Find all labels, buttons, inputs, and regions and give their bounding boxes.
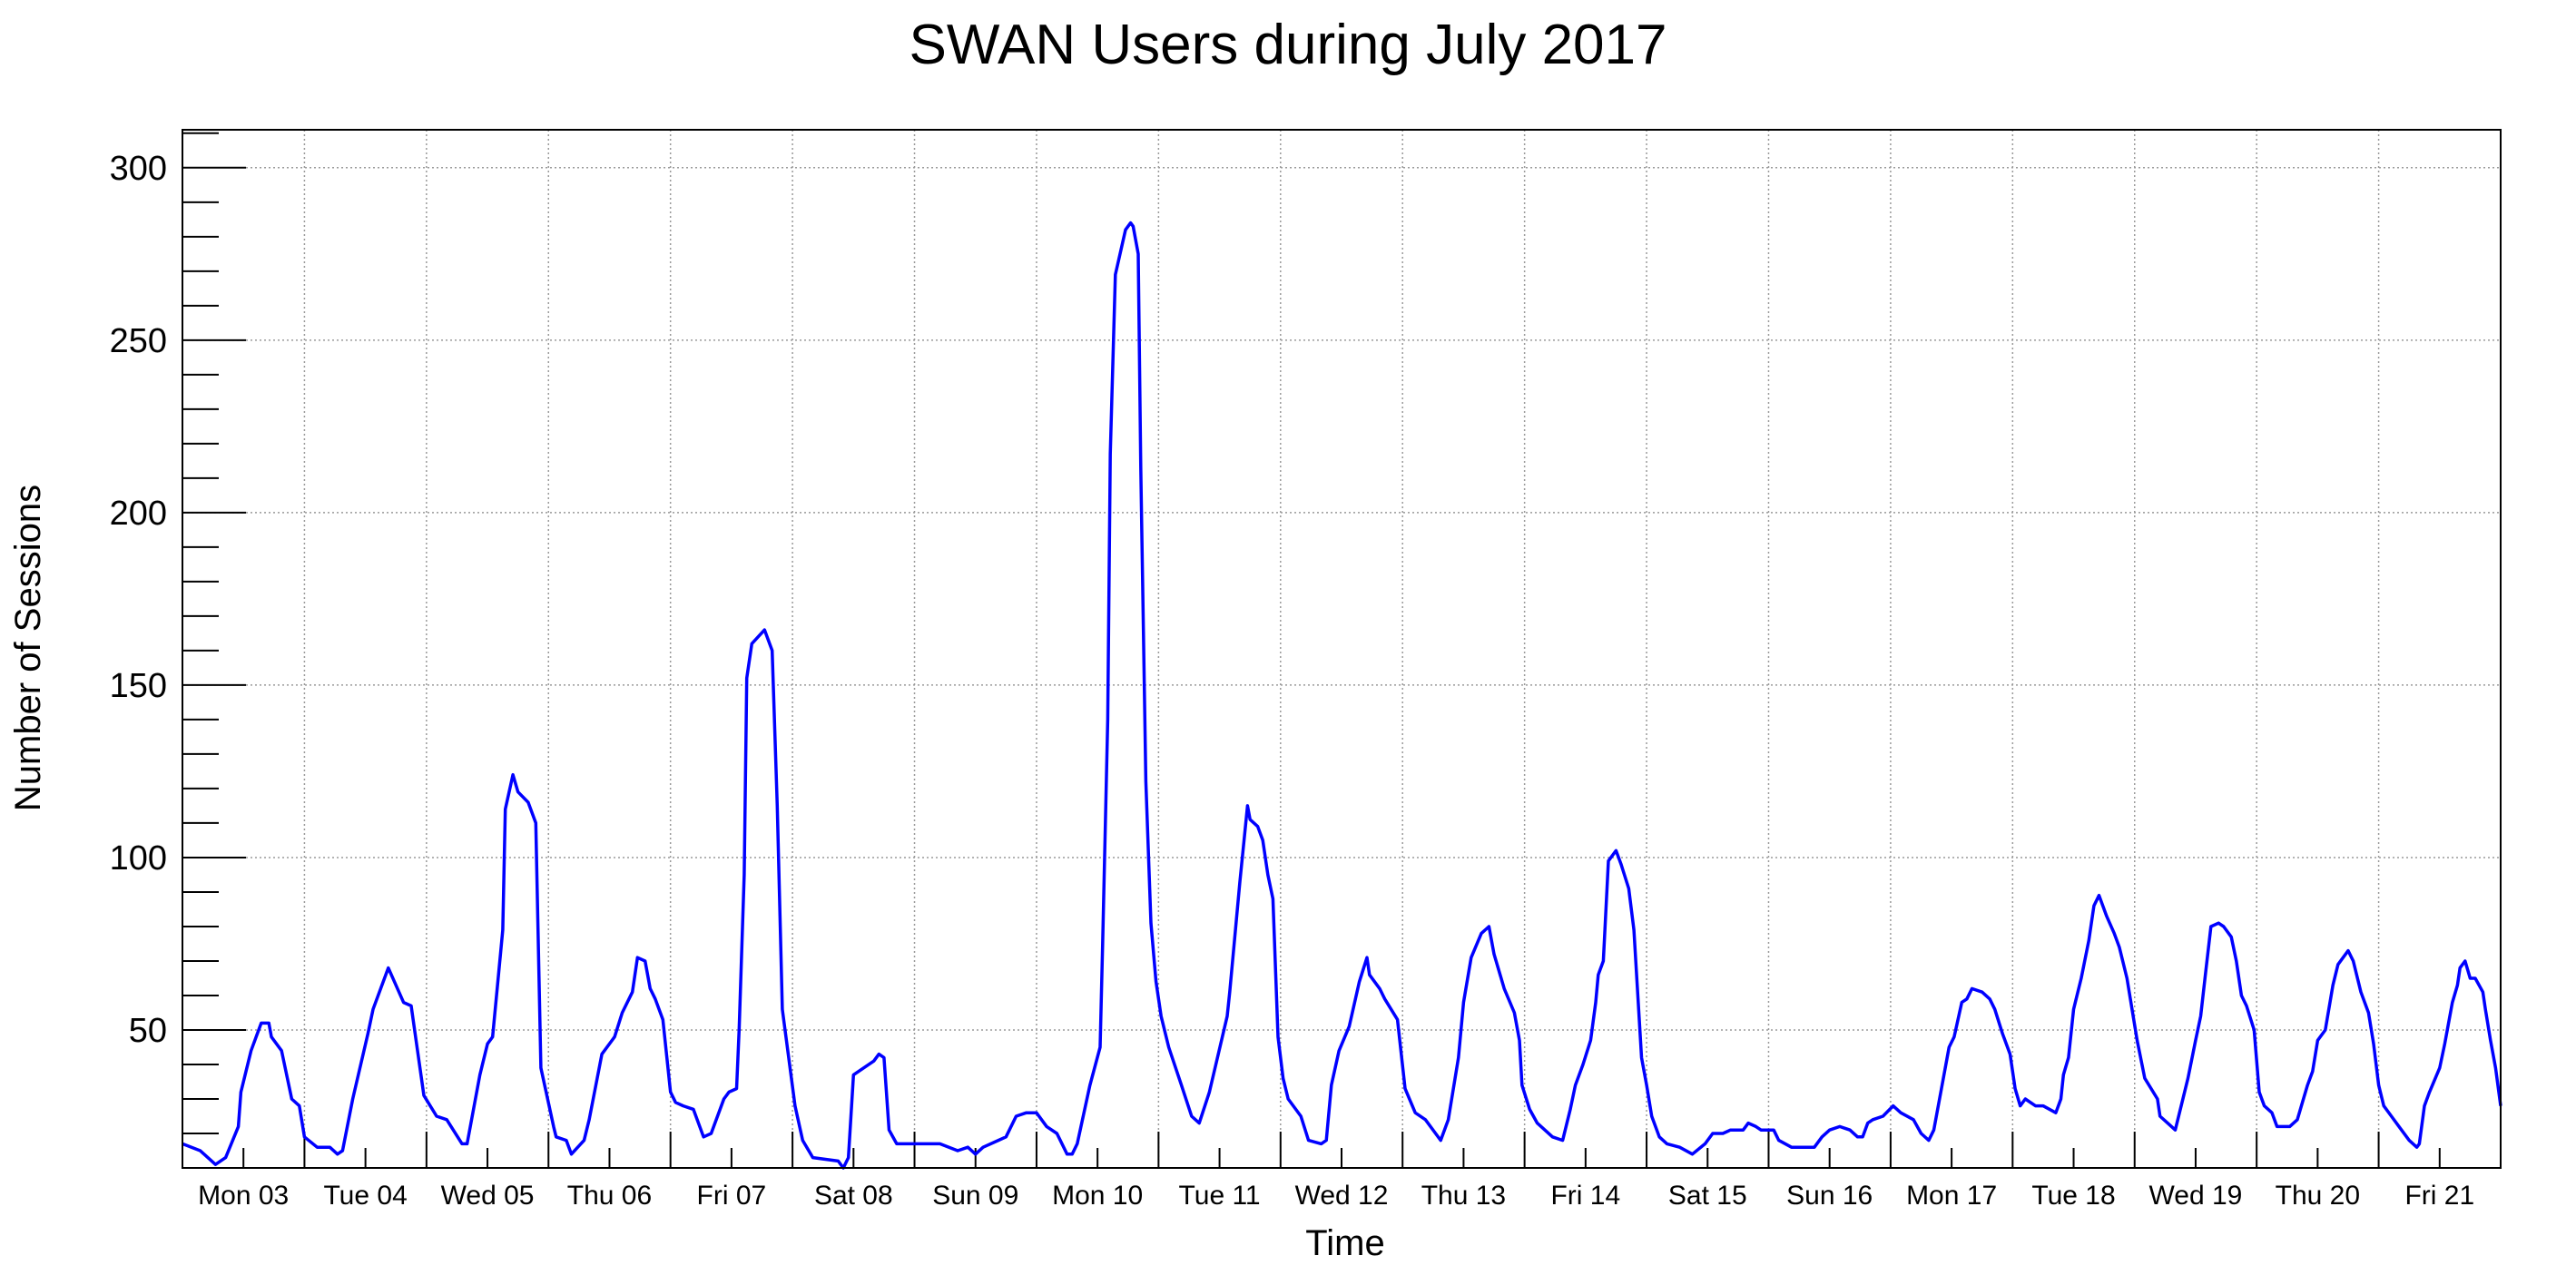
x-tick-label: Mon 17 <box>1906 1181 1997 1211</box>
x-tick-label: Thu 06 <box>567 1181 652 1211</box>
x-tick-label: Tue 04 <box>323 1181 407 1211</box>
x-tick-label: Thu 20 <box>2276 1181 2360 1211</box>
x-tick-label: Mon 10 <box>1052 1181 1143 1211</box>
series-layer <box>182 221 2502 1170</box>
x-tick-label: Tue 11 <box>1179 1181 1261 1211</box>
series-line-sessions <box>182 221 2502 1170</box>
x-tick-label: Sat 08 <box>814 1181 893 1211</box>
y-tick-label: 150 <box>110 667 167 705</box>
x-tick-label: Sat 15 <box>1668 1181 1747 1211</box>
x-tick-label: Wed 19 <box>2149 1181 2243 1211</box>
x-tick-label: Fri 14 <box>1550 1181 1620 1211</box>
y-axis-title: Number of Sessions <box>8 485 48 811</box>
x-tick-label: Sun 09 <box>932 1181 1018 1211</box>
x-tick-label: Sun 16 <box>1786 1181 1873 1211</box>
x-tick-label: Wed 05 <box>441 1181 535 1211</box>
plot-frame <box>182 129 2502 1169</box>
x-tick-label: Mon 03 <box>198 1181 289 1211</box>
x-tick-label: Wed 12 <box>1295 1181 1389 1211</box>
y-tick-label: 250 <box>110 322 167 360</box>
x-tick-label: Tue 18 <box>2031 1181 2115 1211</box>
grid <box>182 130 2501 1168</box>
x-tick-label: Thu 13 <box>1421 1181 1506 1211</box>
x-tick-label: Fri 07 <box>697 1181 767 1211</box>
y-tick-label: 100 <box>110 839 167 878</box>
chart-title: SWAN Users during July 2017 <box>909 14 1667 76</box>
tick-labels: 50 100 150 200 250 300 Mon 03 Tue 04 Wed 05 Thu 0… <box>110 150 2475 1211</box>
x-tick-label: Fri 21 <box>2404 1181 2474 1211</box>
y-tick-label: 300 <box>110 150 167 188</box>
x-axis-title: Time <box>1305 1223 1384 1263</box>
y-tick-label: 50 <box>129 1012 167 1050</box>
axis-ticks <box>182 132 2441 1169</box>
y-tick-label: 200 <box>110 495 167 533</box>
